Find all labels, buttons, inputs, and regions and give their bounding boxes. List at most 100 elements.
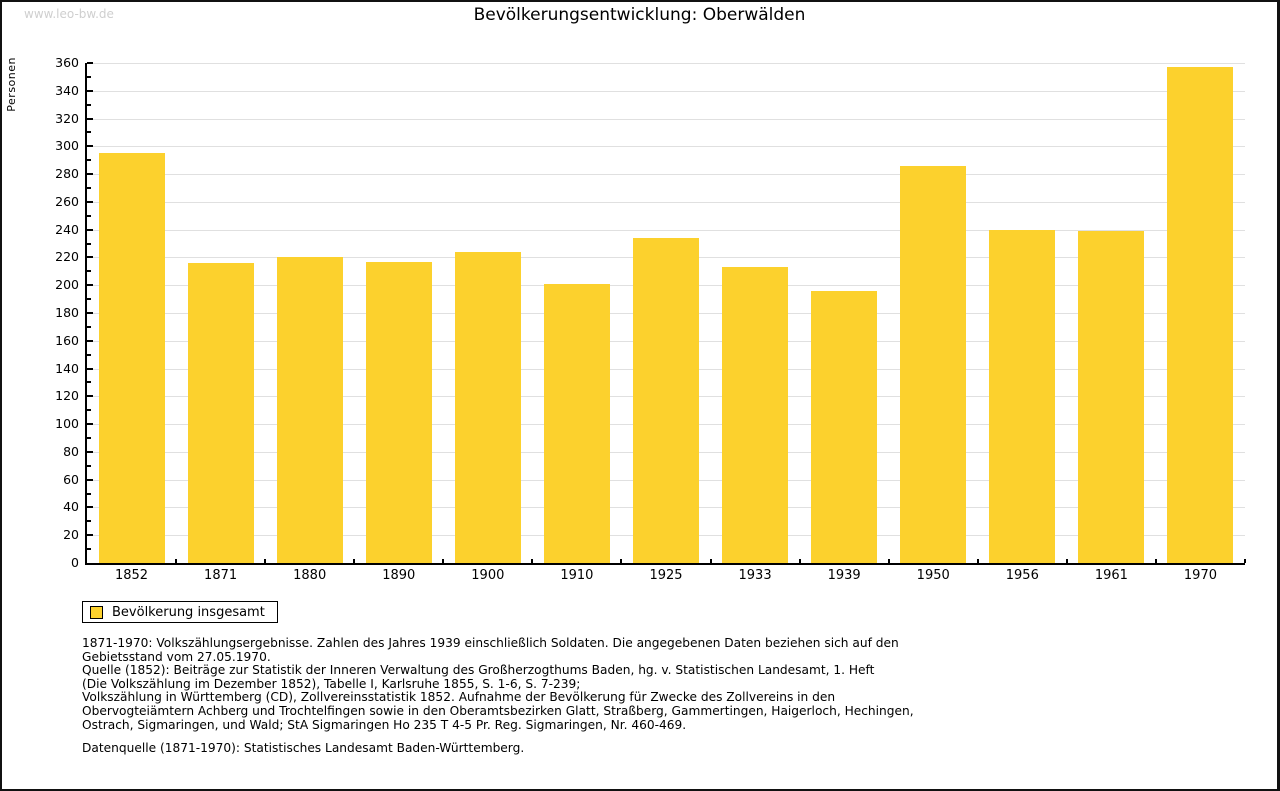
y-axis-tick-label: 260 <box>55 193 79 209</box>
x-axis-tick <box>798 559 801 563</box>
y-axis-major-tick <box>87 367 93 370</box>
y-axis-minor-tick <box>87 548 91 551</box>
y-axis-tick-label: 280 <box>55 166 79 182</box>
y-axis-tick-labels: 0 20 40 60 80 100 120 140 160 180 200 220 240 260 280 3… <box>33 55 79 570</box>
y-axis-tick-label: 180 <box>55 305 79 320</box>
x-axis-label-1939: 1939 <box>827 568 861 583</box>
y-axis-minor-tick <box>87 464 91 467</box>
gridline <box>87 146 1245 148</box>
y-axis-tick-label: 160 <box>55 332 79 348</box>
y-axis-major-tick <box>87 62 93 64</box>
bar-1852 <box>98 153 165 563</box>
footnote-line: (Die Volkszählung im Dezember 1852), Tab… <box>82 676 581 691</box>
x-axis-label-1970: 1970 <box>1183 568 1217 583</box>
x-axis-tick <box>709 559 712 563</box>
footnote-line: Ostrach, Sigmaringen, und Wald; StA Sigm… <box>82 717 687 732</box>
y-axis-major-tick <box>87 312 93 314</box>
bar-1910 <box>543 283 610 563</box>
bar-1925 <box>633 238 699 563</box>
x-axis-label-1871: 1871 <box>204 568 238 583</box>
y-axis-tick-label: 0 <box>71 555 79 570</box>
x-axis-label-1890: 1890 <box>382 568 416 583</box>
datasource-line: Datenquelle (1871-1970): Statistisches L… <box>82 741 525 756</box>
y-axis-minor-tick <box>87 492 91 495</box>
y-axis-minor-tick <box>87 520 91 523</box>
y-axis-major-tick <box>87 339 93 342</box>
x-axis-label-1852: 1852 <box>114 568 149 583</box>
y-axis-minor-tick <box>87 131 91 134</box>
footnote-line: Volkszählung in Württemberg (CD), Zollve… <box>82 690 836 705</box>
x-axis-label-1900: 1900 <box>471 568 505 583</box>
bar-1880 <box>276 257 343 563</box>
y-axis-minor-tick <box>87 437 91 439</box>
gridline <box>87 90 1245 92</box>
footnote-line: Quelle (1852): Beiträge zur Statistik de… <box>82 663 875 678</box>
legend-label: Bevölkerung insgesamt <box>112 604 265 620</box>
bar-1933 <box>722 267 789 563</box>
y-axis-minor-tick <box>87 103 91 106</box>
y-axis-title: Personen <box>5 57 18 112</box>
x-axis-tick <box>887 559 890 563</box>
x-axis-label-1925: 1925 <box>649 568 683 583</box>
y-axis-minor-tick <box>87 214 91 217</box>
x-axis-labels: 1852 1871 1880 1890 1900 1910 1925 1933 1939 1950… <box>87 568 1245 584</box>
gridline <box>87 201 1245 203</box>
x-axis-tick <box>353 559 356 563</box>
y-axis-minor-tick <box>87 187 91 189</box>
x-axis-label-1956: 1956 <box>1005 568 1039 583</box>
y-axis-tick-label: 300 <box>55 138 79 154</box>
x-axis-tick <box>442 559 445 563</box>
x-axis-tick <box>531 559 534 563</box>
y-axis-tick-label: 140 <box>55 360 79 376</box>
y-axis-minor-tick <box>87 409 91 412</box>
footnote-line: Gebietsstand vom 27.05.1970. <box>82 649 271 664</box>
bar-1950 <box>900 165 967 563</box>
y-axis-major-tick <box>87 478 93 481</box>
footnote-line: 1871-1970: Volkszählungsergebnisse. Zahl… <box>82 636 899 650</box>
x-axis-label-1910: 1910 <box>560 568 594 583</box>
y-axis-major-tick <box>87 450 93 453</box>
y-axis-major-tick <box>87 117 93 120</box>
x-axis-tick <box>1065 559 1068 563</box>
y-axis-minor-tick <box>87 353 91 356</box>
footnote-line: Obervogteiämtern Achberg und Trochtelfin… <box>82 703 914 718</box>
chart-title: Bevölkerungsentwicklung: Oberwälden <box>473 5 806 25</box>
gridline <box>87 63 1245 64</box>
y-axis-tick-label: 200 <box>55 277 79 293</box>
x-axis-tick <box>620 559 623 563</box>
y-axis-minor-tick <box>87 381 91 384</box>
y-axis-minor-tick <box>87 270 91 273</box>
bar-1970 <box>1167 67 1234 563</box>
gridline <box>87 174 1245 176</box>
y-axis-major-tick <box>87 228 93 231</box>
legend-swatch-icon <box>90 605 103 619</box>
y-axis-minor-tick <box>87 75 91 78</box>
plot-area <box>85 62 1246 565</box>
y-axis-minor-tick <box>87 242 91 245</box>
bar-1961 <box>1078 231 1145 563</box>
gridline <box>87 118 1245 120</box>
y-axis-major-tick <box>87 423 93 426</box>
x-axis-label-1933: 1933 <box>738 568 772 583</box>
bar-1956 <box>989 229 1056 563</box>
y-axis-major-tick <box>87 173 93 176</box>
x-axis-tick <box>264 559 267 563</box>
x-axis-tick <box>175 559 178 563</box>
y-axis-minor-tick <box>87 159 91 162</box>
y-axis-major-tick <box>87 145 93 148</box>
y-axis-major-tick <box>87 534 93 537</box>
x-axis-tick <box>1244 559 1246 563</box>
gridline <box>87 229 1245 231</box>
y-axis-tick-label: 340 <box>55 82 79 98</box>
y-axis-tick-label: 220 <box>55 249 79 265</box>
y-axis-minor-tick <box>87 298 91 301</box>
y-axis-major-tick <box>87 256 93 259</box>
bar-1900 <box>454 251 521 563</box>
legend: Bevölkerung insgesamt <box>82 601 278 623</box>
y-axis-tick-label: 60 <box>63 471 79 487</box>
y-axis-minor-tick <box>87 325 91 328</box>
y-axis-major-tick <box>87 395 93 398</box>
y-axis-tick-label: 40 <box>63 499 79 515</box>
y-axis-tick-label: 360 <box>55 55 79 70</box>
